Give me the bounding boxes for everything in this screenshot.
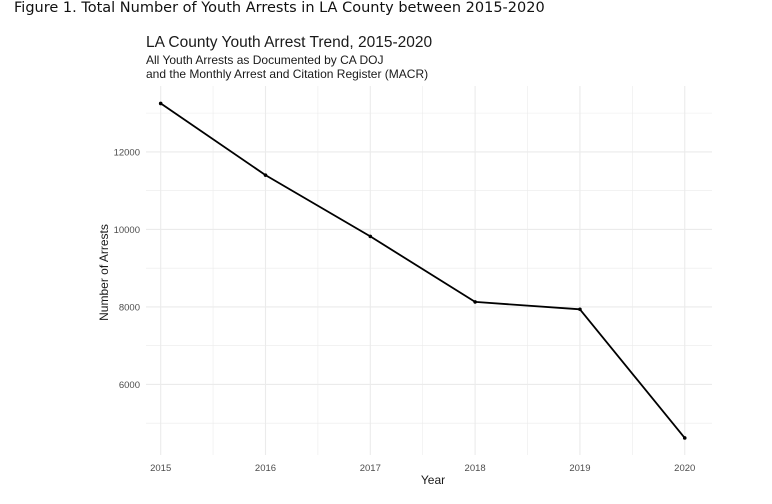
arrests-line bbox=[160, 102, 686, 439]
x-tick-labels: 2015 2016 2017 2018 2019 2020 bbox=[150, 463, 695, 474]
x-tick-label: 2015 bbox=[150, 463, 171, 474]
chart-subtitle-line-2: and the Monthly Arrest and Citation Regi… bbox=[146, 66, 429, 81]
y-tick-label: 6000 bbox=[119, 380, 140, 391]
series-line bbox=[158, 101, 687, 440]
x-axis-title: Year bbox=[421, 473, 445, 487]
y-tick-label: 10000 bbox=[114, 225, 140, 236]
figure-caption: Figure 1. Total Number of Youth Arrests … bbox=[14, 0, 545, 16]
data-point bbox=[263, 173, 268, 177]
x-tick-label: 2019 bbox=[569, 463, 590, 474]
y-tick-label: 12000 bbox=[114, 147, 140, 158]
data-point bbox=[682, 436, 687, 440]
chart-subtitle-line-1: All Youth Arrests as Documented by CA DO… bbox=[146, 53, 384, 67]
chart-subtitle: All Youth Arrests as Documented by CA DO… bbox=[146, 53, 429, 81]
data-point bbox=[578, 307, 582, 312]
data-point bbox=[473, 300, 477, 304]
data-point bbox=[158, 101, 163, 106]
chart-title: LA County Youth Arrest Trend, 2015-2020 bbox=[146, 34, 433, 51]
x-tick-label: 2020 bbox=[674, 463, 695, 474]
grid-lines bbox=[146, 86, 712, 455]
x-tick-label: 2016 bbox=[255, 463, 276, 474]
x-tick-label: 2018 bbox=[465, 463, 486, 474]
y-tick-labels: 6000 8000 10000 12000 bbox=[114, 147, 140, 391]
y-axis-title: Number of Arrests bbox=[97, 224, 111, 321]
x-tick-label: 2017 bbox=[360, 463, 381, 474]
data-point bbox=[368, 234, 373, 239]
y-tick-label: 8000 bbox=[119, 302, 140, 313]
